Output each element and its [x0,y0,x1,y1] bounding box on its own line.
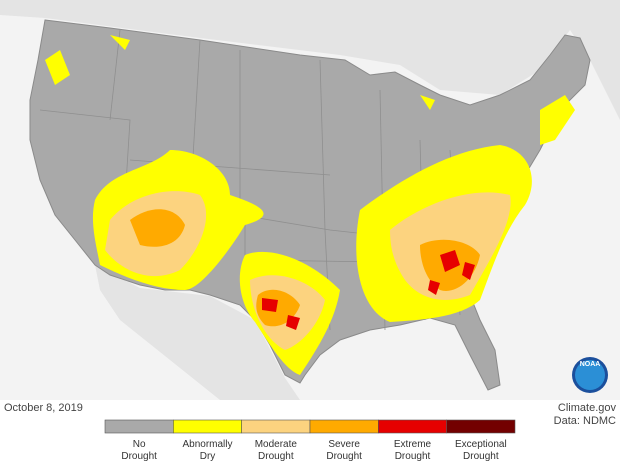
logo-text: NOAA [580,361,601,368]
legend-swatch [378,419,447,434]
legend-label-line: Drought [258,451,294,462]
source: Data: NDMC [554,415,616,427]
date: October 8, 2019 [4,402,83,414]
legend-label-line: Drought [395,451,431,462]
legend-label-line: Drought [326,451,362,462]
legend-label-line: Exceptional [455,439,507,450]
drought-areas [45,35,575,375]
legend-swatch [241,419,311,434]
legend-label: Extreme Drought [394,439,432,462]
legend-label-line: No [133,439,146,450]
legend-label-line: Severe [328,439,360,450]
legend-label-line: Drought [121,451,157,462]
legend-label: Exceptional Drought [455,439,507,462]
noaa-logo: NOAA [572,357,608,393]
legend-label: Abnormally Dry [182,439,232,462]
legend-swatch [104,419,174,434]
legend-swatch [446,419,516,434]
legend-swatch [173,419,242,434]
mexico [95,265,300,400]
legend-label-line: Dry [200,451,216,462]
legend-label-line: Moderate [255,439,298,450]
credit: Climate.gov [558,402,617,414]
legend-label: Moderate Drought [255,439,298,462]
legend-label-line: Extreme [394,439,432,450]
legend-label-line: Drought [463,451,499,462]
legend-swatch [309,419,379,434]
legend-label: No Drought [121,439,157,462]
canada [0,0,620,120]
legend-label-line: Abnormally [182,439,232,450]
legend-label: Severe Drought [326,439,362,462]
